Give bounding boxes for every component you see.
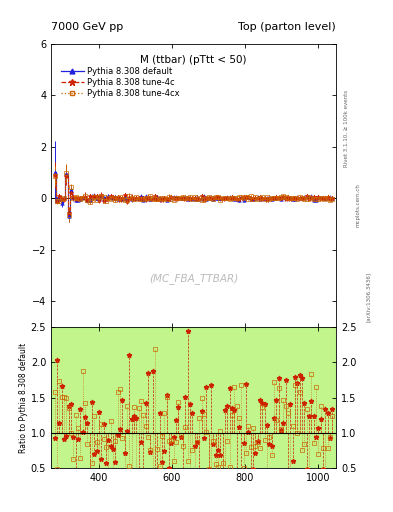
Text: 7000 GeV pp: 7000 GeV pp <box>51 22 123 32</box>
Legend: Pythia 8.308 default, Pythia 8.308 tune-4c, Pythia 8.308 tune-4cx: Pythia 8.308 default, Pythia 8.308 tune-… <box>58 65 182 101</box>
Text: Rivet 3.1.10, ≥ 100k events: Rivet 3.1.10, ≥ 100k events <box>344 90 349 166</box>
Text: [arXiv:1306.3436]: [arXiv:1306.3436] <box>365 272 371 322</box>
Text: mcplots.cern.ch: mcplots.cern.ch <box>356 183 361 227</box>
Text: Top (parton level): Top (parton level) <box>238 22 336 32</box>
Bar <box>51 327 336 468</box>
Text: (MC_FBA_TTBAR): (MC_FBA_TTBAR) <box>149 273 238 284</box>
Bar <box>51 327 336 468</box>
Bar <box>51 327 336 468</box>
Text: M (ttbar) (pTtt < 50): M (ttbar) (pTtt < 50) <box>140 55 247 65</box>
Y-axis label: Ratio to Pythia 8.308 default: Ratio to Pythia 8.308 default <box>19 343 28 453</box>
